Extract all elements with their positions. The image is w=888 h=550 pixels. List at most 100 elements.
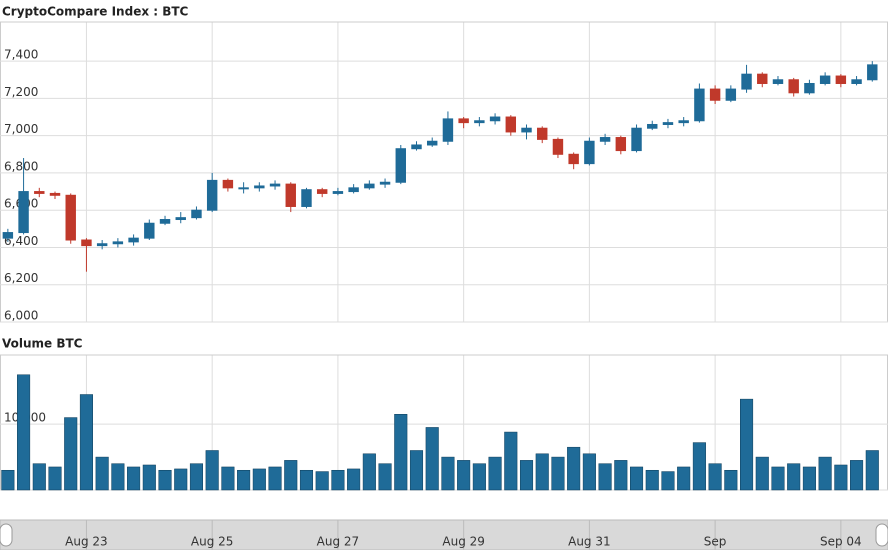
candle-body (301, 189, 312, 207)
x-tick-label: Aug 23 (65, 535, 108, 549)
candle-body (49, 192, 61, 196)
volume-bar (394, 414, 408, 491)
navigator[interactable] (0, 519, 888, 550)
candle-body (364, 183, 375, 189)
candle-body (348, 187, 359, 193)
candle-body (474, 120, 485, 124)
candle-body (96, 243, 108, 247)
candle-body (34, 191, 45, 194)
volume-bar (755, 456, 769, 491)
x-tick-label: Aug 27 (317, 535, 360, 549)
volume-bar (362, 453, 376, 491)
volume-bar (79, 394, 93, 491)
candle-body (851, 79, 862, 84)
volume-bar (17, 374, 31, 491)
volume-bar (111, 463, 125, 491)
volume-bar (158, 469, 172, 491)
candle-body (222, 179, 234, 189)
volume-bar (299, 469, 314, 491)
volume-bar (708, 463, 722, 491)
volume-bar (661, 471, 675, 491)
volume-bar (142, 464, 156, 491)
volume-bar (551, 456, 565, 491)
candle-body (458, 118, 469, 124)
candle-body (757, 73, 768, 84)
volume-bar (850, 460, 864, 491)
candle-body (395, 148, 406, 183)
candle-body (662, 122, 674, 125)
volume-bar (818, 456, 832, 491)
candle-body (584, 140, 595, 165)
candle-body (631, 127, 642, 152)
volume-bar (378, 463, 392, 491)
candle-body (521, 127, 532, 133)
candle-body (489, 116, 501, 122)
volume-bar (472, 463, 486, 491)
y-tick-label: 6,000 (4, 309, 38, 323)
volume-bar (771, 466, 785, 491)
navigator-handle[interactable] (875, 523, 888, 547)
candle-body (568, 153, 579, 165)
candle-body (505, 116, 517, 133)
volume-bar (347, 468, 361, 491)
volume-bar (802, 466, 816, 491)
candle-body (65, 194, 76, 241)
candle-body (426, 140, 438, 146)
candle-body (332, 191, 344, 194)
volume-bar (724, 469, 738, 491)
volume-title: Volume BTC (2, 337, 83, 351)
volume-bar (64, 417, 78, 491)
candle-body (144, 222, 155, 239)
candle-body (159, 219, 171, 224)
volume-bar (237, 469, 251, 491)
volume-bar (48, 466, 62, 491)
y-tick-label: 7,400 (4, 48, 38, 62)
candle-body (206, 179, 218, 211)
volume-bar (567, 446, 581, 491)
volume-bar (677, 466, 691, 491)
candle-body (725, 88, 737, 101)
candle-body (835, 75, 847, 84)
volume-bar (331, 469, 345, 491)
volume-bar (614, 460, 628, 491)
volume-bar (598, 463, 612, 491)
volume-bar (582, 453, 596, 491)
x-tick-label: Sep 04 (820, 535, 862, 549)
candle-body (191, 209, 202, 219)
candle-body (599, 137, 611, 142)
candle-body (647, 123, 658, 129)
candle-body (18, 191, 29, 234)
volume-bar (284, 460, 298, 491)
x-tick-label: Aug 25 (191, 535, 234, 549)
candle-body (709, 88, 721, 101)
volume-bar (425, 427, 439, 491)
volume-bar (268, 466, 282, 491)
candle-body (379, 181, 391, 185)
price-title: CryptoCompare Index : BTC (2, 5, 189, 19)
volume-bar (1, 469, 15, 491)
volume-bar (504, 431, 518, 491)
volume-bar (32, 463, 46, 491)
volume-bar (692, 442, 706, 491)
y-tick-label: 6,800 (4, 159, 38, 173)
candle-body (81, 239, 92, 247)
volume-bar (252, 468, 266, 491)
candle-body (128, 237, 139, 243)
candle-body (694, 88, 705, 122)
candle-body (411, 144, 422, 150)
x-tick-label: Aug 31 (568, 535, 611, 549)
volume-bar (519, 460, 534, 491)
volume-bar (221, 466, 235, 491)
volume-bar (865, 450, 879, 491)
candle-body (867, 64, 878, 81)
y-tick-label: 7,200 (4, 85, 38, 99)
volume-bar (535, 453, 549, 491)
candle-body (316, 189, 328, 194)
volume-bar (174, 468, 188, 491)
volume-bar (629, 466, 644, 491)
candle-body (112, 241, 124, 245)
candle-body (254, 185, 265, 189)
volume-bar (441, 456, 455, 491)
navigator-handle[interactable] (0, 523, 13, 547)
